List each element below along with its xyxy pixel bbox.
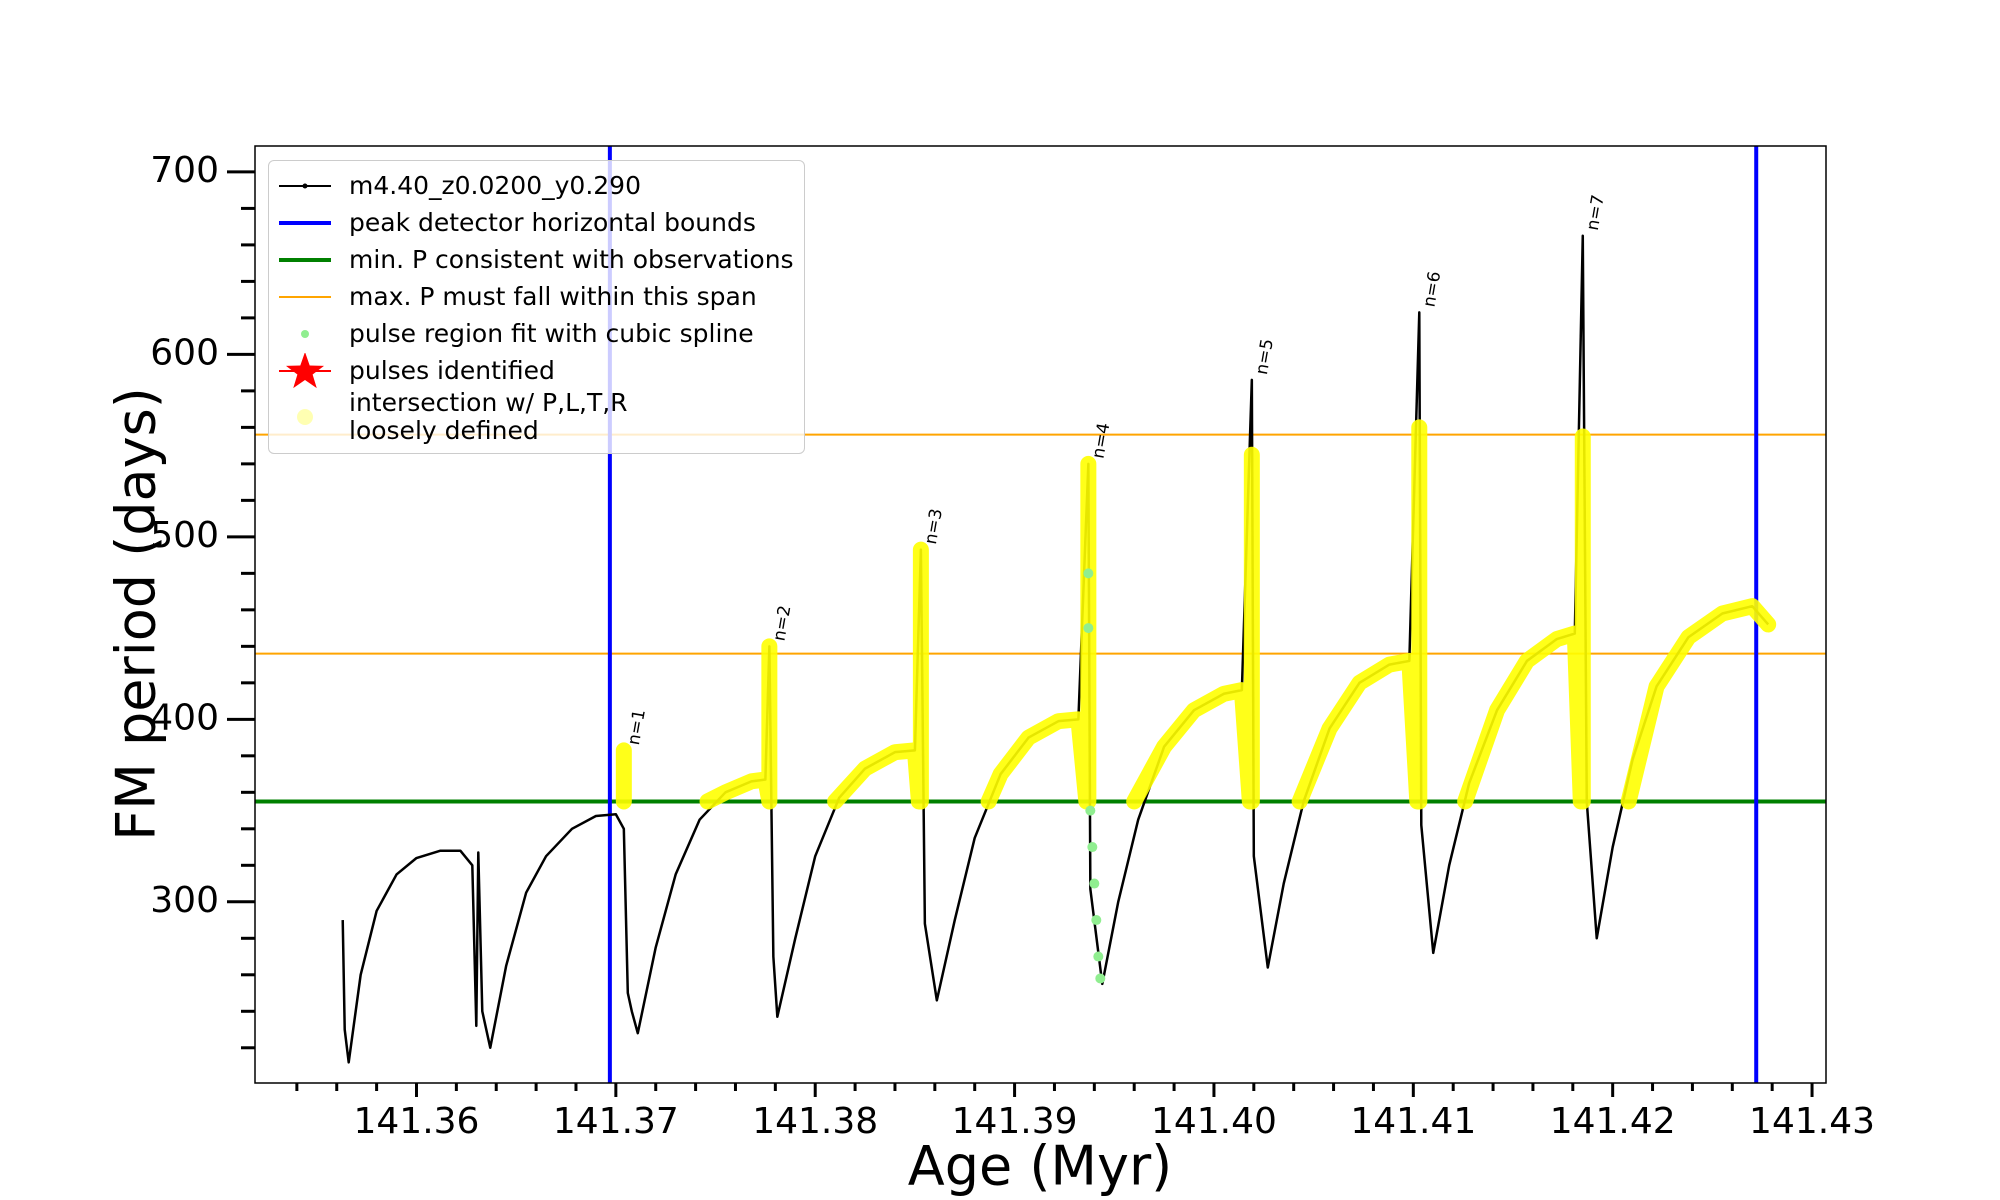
x-tick-label: 141.41 xyxy=(1350,1101,1476,1142)
legend-handle xyxy=(297,409,313,425)
scatter-point xyxy=(1083,568,1094,579)
scatter-point xyxy=(1091,915,1102,926)
plot-frame xyxy=(254,145,1827,1084)
annotation: n=1 xyxy=(624,708,650,747)
legend-entry: max. P must fall within this span xyxy=(275,278,794,315)
legend-label: max. P must fall within this span xyxy=(349,281,757,311)
x-tick-label: 141.43 xyxy=(1749,1101,1875,1142)
x-tick-label: 141.36 xyxy=(354,1101,480,1142)
annotation: n=3 xyxy=(921,507,947,546)
legend-entry: min. P consistent with observations xyxy=(275,241,794,278)
scatter-point xyxy=(1085,805,1096,816)
y-tick-label: 700 xyxy=(150,150,219,191)
legend-symbol xyxy=(297,409,313,425)
legend-label: pulse region fit with cubic spline xyxy=(349,318,754,348)
scatter-point xyxy=(1095,973,1106,984)
x-axis-label: Age (Myr) xyxy=(908,1135,1173,1198)
y-tick-label: 500 xyxy=(150,515,219,556)
y-tick-label: 300 xyxy=(150,880,219,921)
scatter-point xyxy=(1093,951,1104,962)
legend-symbol xyxy=(301,329,309,338)
legend-handle xyxy=(279,257,331,262)
x-tick-label: 141.42 xyxy=(1550,1101,1676,1142)
x-tick-label: 141.40 xyxy=(1151,1101,1277,1142)
legend-entry: pulses identified xyxy=(275,352,794,389)
legend-entry: m4.40_z0.0200_y0.290 xyxy=(275,167,794,204)
scatter-point xyxy=(1087,842,1098,853)
legend-label: m4.40_z0.0200_y0.290 xyxy=(349,170,641,200)
legend-symbol xyxy=(302,183,308,188)
legend-label: pulses identified xyxy=(349,355,555,385)
y-axis-label: FM period (days) xyxy=(105,387,168,841)
legend-symbol xyxy=(285,352,325,388)
x-tick-label: 141.38 xyxy=(752,1101,878,1142)
y-tick-label: 600 xyxy=(150,332,219,373)
legend-handle xyxy=(279,183,331,188)
legend-handle xyxy=(279,352,331,388)
legend-handle xyxy=(301,329,309,338)
legend-handle xyxy=(279,220,331,225)
legend-handle xyxy=(279,295,331,298)
annotation: n=4 xyxy=(1088,421,1114,460)
y-tick-label: 400 xyxy=(150,697,219,738)
annotation: n=7 xyxy=(1583,193,1609,232)
scatter-point xyxy=(1083,623,1094,634)
scatter-point xyxy=(1089,878,1100,889)
x-tick-label: 141.39 xyxy=(952,1101,1078,1142)
x-tick-label: 141.37 xyxy=(553,1101,679,1142)
annotation: n=6 xyxy=(1419,270,1445,309)
annotation: n=2 xyxy=(770,604,796,643)
legend-label: min. P consistent with observations xyxy=(349,244,794,274)
annotation: n=5 xyxy=(1252,337,1278,376)
legend-label: peak detector horizontal bounds xyxy=(349,207,756,237)
legend-entry: intersection w/ P,L,T,R loosely defined xyxy=(275,389,794,445)
legend-entry: peak detector horizontal bounds xyxy=(275,204,794,241)
intersection-band xyxy=(615,419,1777,810)
legend-entry: pulse region fit with cubic spline xyxy=(275,315,794,352)
legend-label: intersection w/ P,L,T,R loosely defined xyxy=(349,388,628,445)
